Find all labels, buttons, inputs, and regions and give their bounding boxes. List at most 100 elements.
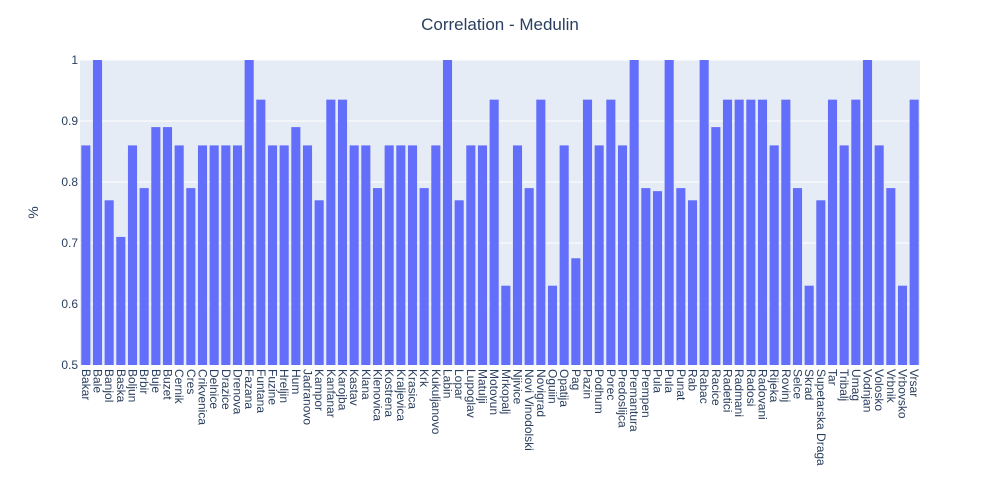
bar: [909, 99, 919, 366]
bar: [291, 127, 301, 365]
bar: [477, 145, 488, 365]
y-tick-label: 0.9: [61, 114, 78, 128]
x-tick-label: Baska: [114, 369, 128, 403]
y-axis-ticks: 0.5 0.6 0.7 0.8 0.9 1: [61, 53, 78, 372]
bar: [711, 127, 721, 365]
x-tick-label: Selce: [791, 369, 805, 399]
bar: [372, 188, 383, 365]
x-tick-label: Pazin: [581, 369, 595, 399]
bar: [606, 99, 616, 366]
bar: [454, 200, 464, 365]
x-tick-label: Predoslijca: [616, 369, 630, 428]
bar: [314, 200, 324, 365]
x-tick-label: Skrad: [802, 369, 816, 400]
bar: [617, 145, 628, 365]
y-axis-title: %: [25, 206, 41, 218]
bar: [897, 285, 908, 365]
bar: [827, 99, 838, 366]
bar: [536, 99, 546, 366]
x-tick-label: Punat: [674, 369, 688, 401]
x-tick-label: Hreljin: [277, 369, 291, 403]
bar: [816, 200, 826, 365]
x-tick-label: Kukuljanovo: [429, 369, 443, 435]
x-tick-label: Kraljevica: [394, 369, 408, 421]
x-tick-label: Drazice: [219, 369, 233, 410]
x-tick-label: Prempen: [639, 369, 653, 418]
bar: [792, 188, 803, 365]
bar: [232, 145, 243, 365]
x-tick-label: Premantura: [627, 369, 641, 432]
x-tick-label: Kostrena: [382, 369, 396, 417]
x-tick-label: Buzet: [161, 369, 175, 400]
x-tick-label: Oguiin: [546, 369, 560, 404]
bar: [431, 145, 441, 365]
bar: [664, 60, 674, 365]
bar: [851, 99, 861, 366]
x-tick-label: Motovun: [487, 369, 501, 415]
bar: [337, 99, 348, 366]
x-tick-label: Rab: [686, 369, 700, 391]
bar: [769, 145, 779, 365]
x-tick-label: Lopar: [452, 369, 466, 400]
bar: [244, 60, 254, 365]
x-tick-label: Rijeka: [767, 369, 781, 403]
bar: [547, 285, 558, 365]
bar: [501, 285, 511, 365]
bar: [687, 200, 698, 365]
bar: [652, 191, 663, 365]
bar: [699, 60, 709, 365]
x-tick-label: Cernik: [172, 369, 186, 405]
x-tick-label: Fuzine: [266, 369, 280, 405]
chart-title: Correlation - Medulin: [421, 15, 579, 34]
plot-area: [80, 60, 920, 365]
bar: [594, 145, 604, 365]
bar: [174, 145, 184, 365]
x-tick-label: Klana: [359, 369, 373, 400]
bar: [524, 188, 534, 365]
bar: [466, 145, 476, 365]
bar: [151, 127, 161, 365]
bar: [489, 99, 499, 366]
x-tick-label: Kastav: [347, 369, 361, 406]
x-axis-ticks: BakarBaleBanjolBaskaBoljunBrbirBujeBuzet…: [79, 369, 921, 466]
x-tick-label: Krk: [417, 369, 431, 388]
x-tick-label: Fazana: [242, 369, 256, 409]
bar: [512, 145, 523, 365]
x-tick-label: Pula: [651, 369, 665, 393]
x-tick-label: Buje: [149, 369, 163, 393]
bar: [582, 99, 593, 366]
bar: [407, 145, 418, 365]
y-tick-label: 0.5: [61, 358, 78, 372]
x-tick-label: Racice: [709, 369, 723, 406]
x-tick-label: Delnice: [207, 369, 221, 409]
x-tick-label: Cres: [184, 369, 198, 394]
x-tick-label: Labin: [441, 369, 455, 398]
x-tick-label: Porec: [604, 369, 618, 400]
x-tick-label: Radosi: [744, 369, 758, 406]
x-tick-label: Vrsar: [907, 369, 921, 397]
bar: [326, 99, 336, 366]
bar: [384, 145, 394, 365]
x-tick-label: Njivice: [511, 369, 525, 405]
x-tick-label: Radmani: [732, 369, 746, 417]
x-tick-label: Bale: [91, 369, 105, 393]
bar: [127, 145, 138, 365]
x-tick-label: Brbir: [137, 369, 151, 394]
x-tick-label: Rabac: [697, 369, 711, 404]
bar: [886, 188, 896, 365]
bar: [746, 99, 756, 366]
x-tick-label: Jadranovo: [301, 369, 315, 425]
x-tick-label: Crikvenica: [196, 369, 210, 425]
bar: [559, 145, 569, 365]
y-tick-label: 0.7: [61, 236, 78, 250]
x-tick-label: Radetici: [721, 369, 735, 412]
bar: [104, 200, 114, 365]
x-tick-label: Funtana: [254, 369, 268, 413]
x-tick-label: Mrkopalj: [499, 369, 513, 414]
x-tick-label: Novigrad: [534, 369, 548, 417]
bar: [279, 145, 289, 365]
x-tick-label: Volosko: [872, 369, 886, 411]
bar: [419, 188, 429, 365]
x-tick-label: Matulji: [476, 369, 490, 404]
